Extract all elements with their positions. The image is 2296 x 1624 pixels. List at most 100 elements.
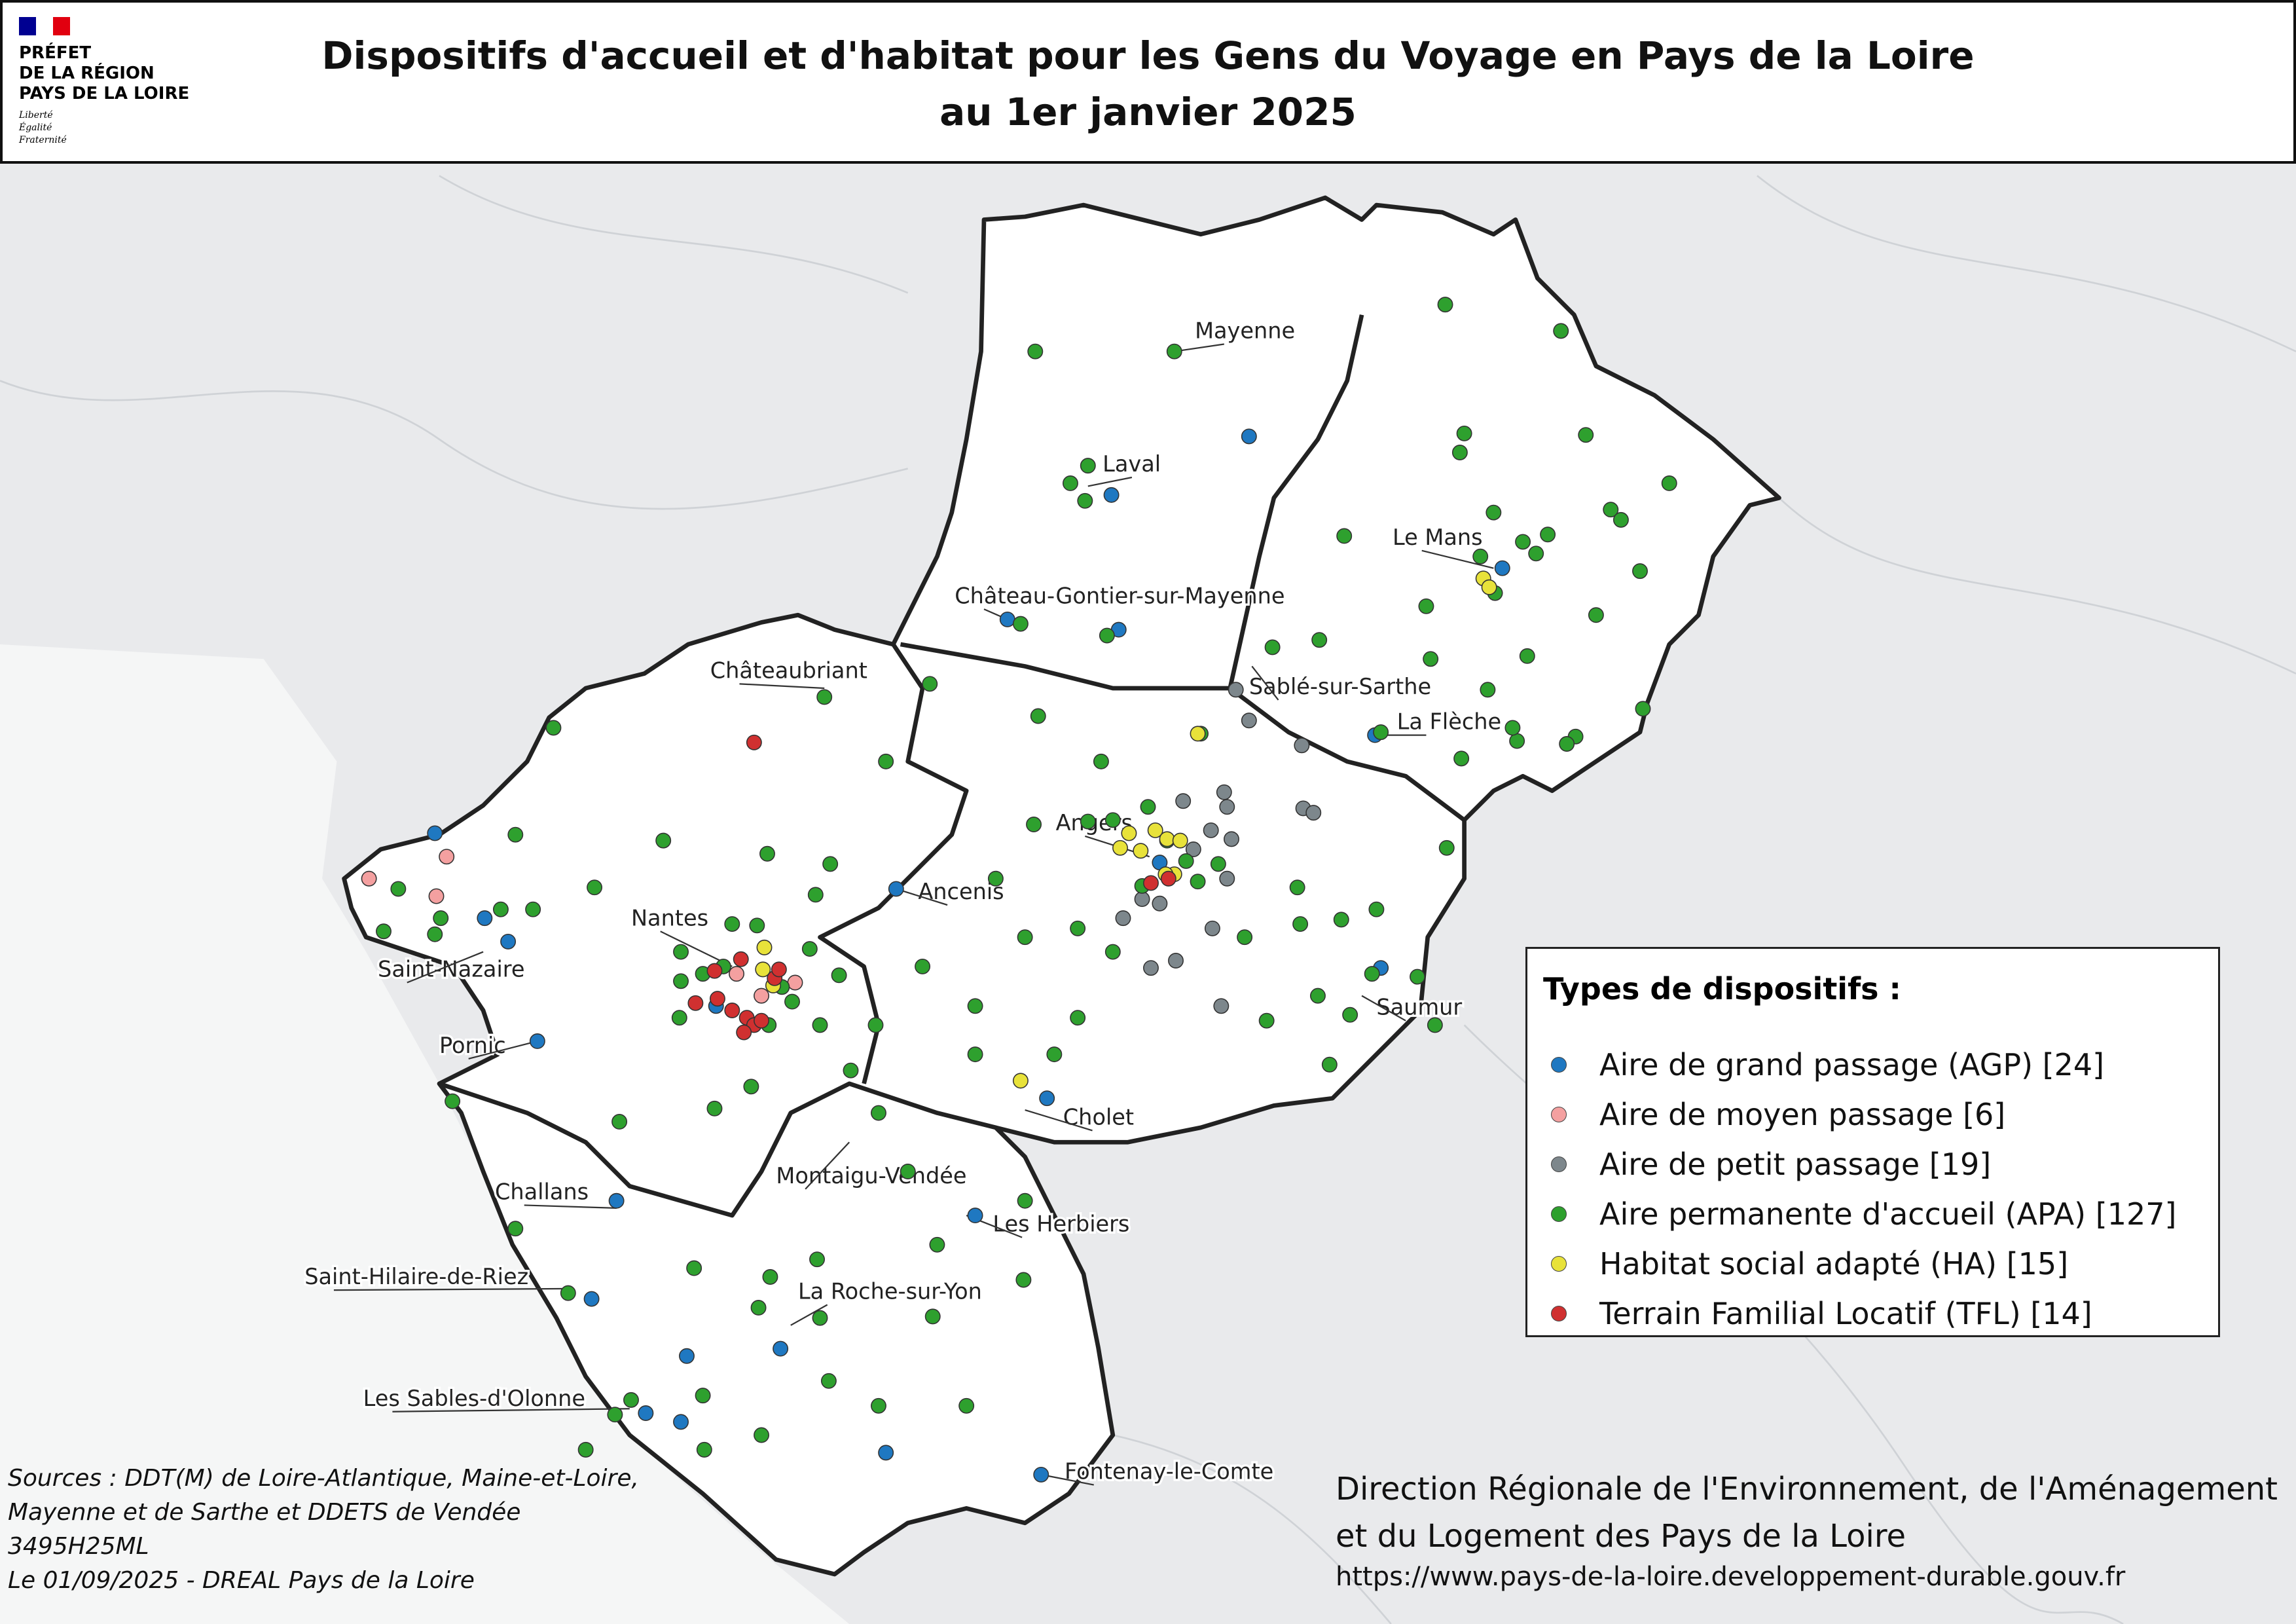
- facility-point: [507, 1221, 524, 1237]
- facility-point: [999, 611, 1015, 627]
- facility-point: [1553, 323, 1569, 339]
- legend-item: Aire de petit passage [19]: [1551, 1147, 1991, 1182]
- place-label: Sablé-sur-Sarthe: [1249, 674, 1431, 699]
- facility-point: [1485, 504, 1502, 521]
- facility-point: [1143, 875, 1159, 891]
- place-label: Le Mans: [1393, 525, 1483, 550]
- neighbour-boundaries: [0, 175, 2296, 1624]
- leader-line: [805, 1141, 850, 1190]
- leader-line: [790, 1304, 828, 1326]
- facility-point: [1321, 1056, 1338, 1073]
- leader-line: [392, 1408, 630, 1412]
- facility-point: [807, 887, 824, 903]
- facility-point: [607, 1407, 623, 1423]
- facility-point: [1437, 297, 1453, 313]
- header: PRÉFET DE LA RÉGION PAYS DE LA LOIRE Liber…: [0, 0, 2296, 164]
- facility-point: [759, 845, 775, 862]
- facility-point: [1216, 784, 1232, 800]
- facility-point: [433, 910, 449, 927]
- legend-item: Aire de grand passage (AGP) [24]: [1551, 1047, 2104, 1082]
- facility-point: [724, 916, 740, 932]
- sea: [0, 644, 850, 1624]
- legend-label: Aire de grand passage (AGP) [24]: [1599, 1047, 2105, 1082]
- facility-point: [1152, 895, 1168, 912]
- facility-point: [706, 1100, 723, 1116]
- facility-point: [900, 1164, 916, 1179]
- facility-point: [1103, 487, 1120, 503]
- leader-line: [1421, 549, 1494, 569]
- facility-point: [1661, 475, 1677, 491]
- legend-dot-icon: [1551, 1156, 1567, 1172]
- leader-line: [1041, 1473, 1094, 1486]
- leader-line: [524, 1204, 617, 1209]
- place-label: Pornic: [439, 1033, 506, 1058]
- facility-point: [525, 901, 541, 917]
- facility-point: [1219, 799, 1235, 815]
- facility-point: [376, 923, 392, 940]
- facility-point: [967, 1208, 983, 1224]
- motto-line: Égalité: [19, 122, 52, 133]
- facility-point: [922, 676, 938, 692]
- facility-point: [771, 961, 787, 978]
- facility-point: [924, 1308, 941, 1325]
- facility-point: [1368, 901, 1385, 917]
- flag-icon: [19, 17, 70, 35]
- place-label: Laval: [1102, 451, 1161, 477]
- place-label: Saint-Nazaire: [378, 957, 524, 982]
- facility-point: [1289, 879, 1305, 896]
- facility-point: [967, 998, 983, 1014]
- facility-point: [477, 910, 493, 927]
- facility-point: [1480, 682, 1496, 698]
- facility-point: [754, 1427, 770, 1443]
- facility-point: [439, 849, 455, 865]
- facility-point: [638, 1405, 654, 1421]
- facility-point: [500, 933, 517, 950]
- facility-point: [1012, 616, 1029, 632]
- facility-point: [492, 901, 509, 917]
- title-line-2: au 1er janvier 2025: [939, 90, 1357, 134]
- facility-point: [361, 870, 377, 887]
- facility-point: [611, 1114, 628, 1130]
- legend-dot-icon: [1551, 1206, 1567, 1222]
- facility-point: [1039, 1090, 1055, 1107]
- facility-point: [1509, 733, 1525, 749]
- facility-point: [1147, 822, 1163, 838]
- place-label: Saint-Hilaire-de-Riez: [304, 1264, 528, 1289]
- facility-point: [1588, 607, 1604, 623]
- legend-label: Habitat social adapté (HA) [15]: [1599, 1246, 2069, 1282]
- facility-point: [929, 1236, 945, 1253]
- facility-point: [1451, 445, 1468, 460]
- facility-point: [709, 991, 725, 1007]
- facility-point: [1134, 891, 1150, 908]
- place-labels: Mayenne Laval Le Mans Château-Gontier-sur-M…: [302, 316, 1504, 1486]
- website-link[interactable]: https://www.pays-de-la-loire.developpeme…: [1336, 1562, 2126, 1592]
- facility-point: [822, 856, 839, 872]
- legend-item: Aire de moyen passage [6]: [1551, 1097, 2005, 1132]
- facility-point: [577, 1441, 594, 1458]
- place-label: La Roche-sur-Yon: [798, 1279, 982, 1304]
- facility-point: [1481, 579, 1497, 595]
- facility-point: [1159, 831, 1175, 847]
- leader-line: [1361, 995, 1406, 1022]
- sources: Sources : DDT(M) de Loire-Atlantique, Ma…: [8, 1462, 639, 1598]
- facility-point: [1305, 805, 1322, 821]
- facility-point: [445, 1093, 461, 1109]
- leader-line: [896, 888, 948, 906]
- facility-point: [967, 1046, 983, 1063]
- facility-point: [1336, 528, 1353, 544]
- place-label: Mayenne: [1195, 318, 1295, 344]
- leader-line: [333, 1287, 572, 1291]
- legend-item: Aire permanente d'accueil (APA) [127]: [1551, 1196, 2176, 1232]
- facility-point: [583, 1291, 600, 1307]
- facility-point: [749, 917, 765, 934]
- facility-point: [507, 826, 524, 843]
- facility-point: [750, 1300, 767, 1316]
- facility-point: [1190, 726, 1206, 742]
- facility-point: [746, 734, 762, 750]
- facility-point: [1427, 1017, 1443, 1033]
- facility-point: [1333, 912, 1349, 928]
- facility-point: [1632, 563, 1648, 580]
- legend-item: Terrain Familial Locatif (TFL) [14]: [1551, 1296, 2092, 1331]
- facility-point: [773, 1340, 789, 1357]
